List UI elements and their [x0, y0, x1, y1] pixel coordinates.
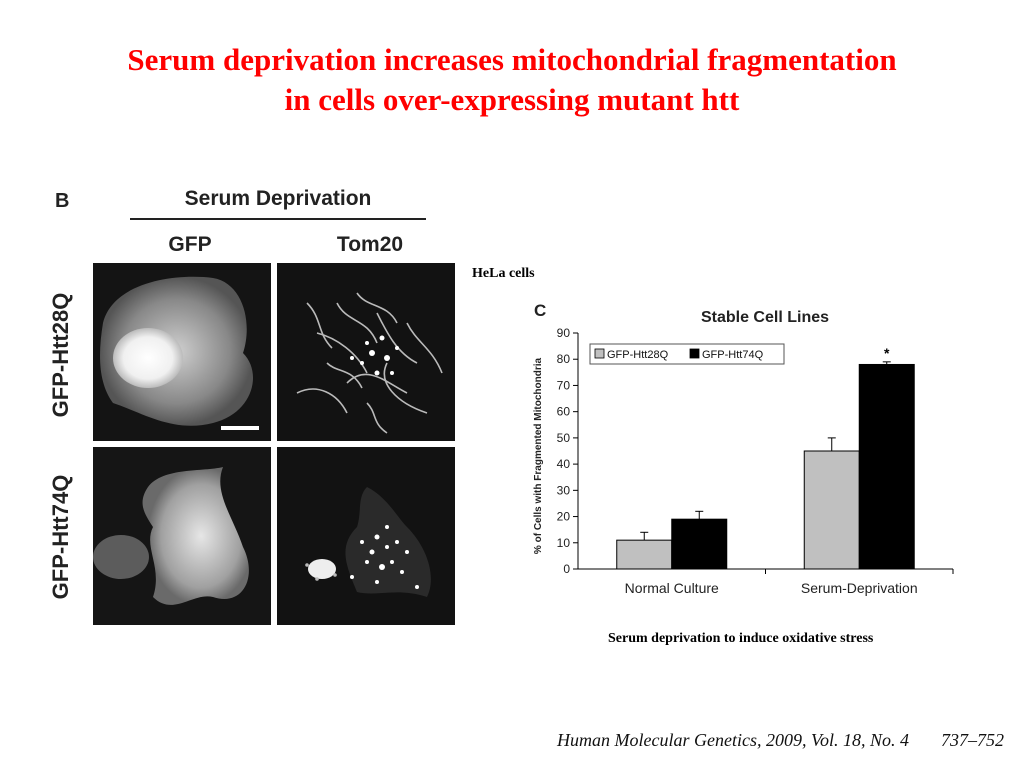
bar-gfp-htt28q — [803, 450, 860, 570]
y-tick-label: 50 — [557, 431, 571, 445]
hela-cells-note: HeLa cells — [472, 266, 535, 281]
legend-entry: GFP-Htt74Q — [702, 349, 764, 361]
y-tick-label: 80 — [557, 352, 571, 366]
chart-title: Stable Cell Lines — [701, 309, 829, 326]
legend-entry: GFP-Htt28Q — [607, 349, 669, 361]
bar-chart: C Stable Cell Lines % of Cells with Frag… — [533, 301, 954, 596]
bar-gfp-htt74q — [671, 518, 728, 570]
slide-title-line1: Serum deprivation increases mitochondria… — [127, 42, 897, 77]
citation-pages: 737–752 — [941, 730, 1004, 750]
micrograph-tom20-htt28q — [277, 263, 455, 441]
y-tick-label: 40 — [557, 457, 571, 471]
y-tick-label: 20 — [557, 510, 571, 524]
y-tick-label: 30 — [557, 483, 571, 497]
panel-c-letter: C — [534, 301, 546, 320]
citation: Human Molecular Genetics, 2009, Vol. 18,… — [557, 730, 1004, 751]
x-tick-label: Normal Culture — [625, 580, 719, 596]
panel-b-letter: B — [55, 190, 70, 212]
bar-gfp-htt74q — [858, 363, 915, 570]
chart-legend: GFP-Htt28Q GFP-Htt74Q — [589, 343, 785, 365]
chart-panel-c: C Stable Cell Lines % of Cells with Frag… — [528, 296, 968, 606]
slide-title: Serum deprivation increases mitochondria… — [0, 40, 1024, 120]
y-tick-label: 10 — [557, 536, 571, 550]
figure-caption: Serum deprivation to induce oxidative st… — [608, 631, 874, 646]
bar-gfp-htt28q — [616, 539, 673, 570]
legend-swatch — [689, 348, 700, 359]
y-tick-label: 0 — [563, 562, 570, 576]
y-tick-label: 60 — [557, 405, 571, 419]
row-label-htt28q: GFP-Htt28Q — [48, 292, 73, 418]
micrograph-gfp-htt28q — [93, 263, 271, 441]
row-label-htt74q: GFP-Htt74Q — [48, 474, 73, 600]
y-axis-label: % of Cells with Fragmented Mitochondria — [533, 358, 544, 555]
legend-swatch — [594, 348, 605, 359]
panel-b-heading-rule — [130, 218, 426, 220]
citation-journal: Human Molecular Genetics, 2009, Vol. 18,… — [557, 730, 909, 750]
col-label-gfp: GFP — [168, 233, 212, 256]
chart-bars: * — [616, 345, 915, 570]
slide-title-line2: in cells over-expressing mutant htt — [284, 82, 740, 117]
col-label-tom20: Tom20 — [336, 233, 404, 256]
x-tick-label: Serum-Deprivation — [801, 580, 918, 596]
micrograph-gfp-htt74q — [93, 447, 271, 625]
panel-b-heading: Serum Deprivation — [184, 187, 372, 210]
micrograph-tom20-htt74q — [277, 447, 455, 625]
legend-box — [589, 343, 785, 365]
y-tick-label: 70 — [557, 378, 571, 392]
y-tick-label: 90 — [557, 326, 571, 340]
significance-annotation: * — [884, 345, 890, 361]
